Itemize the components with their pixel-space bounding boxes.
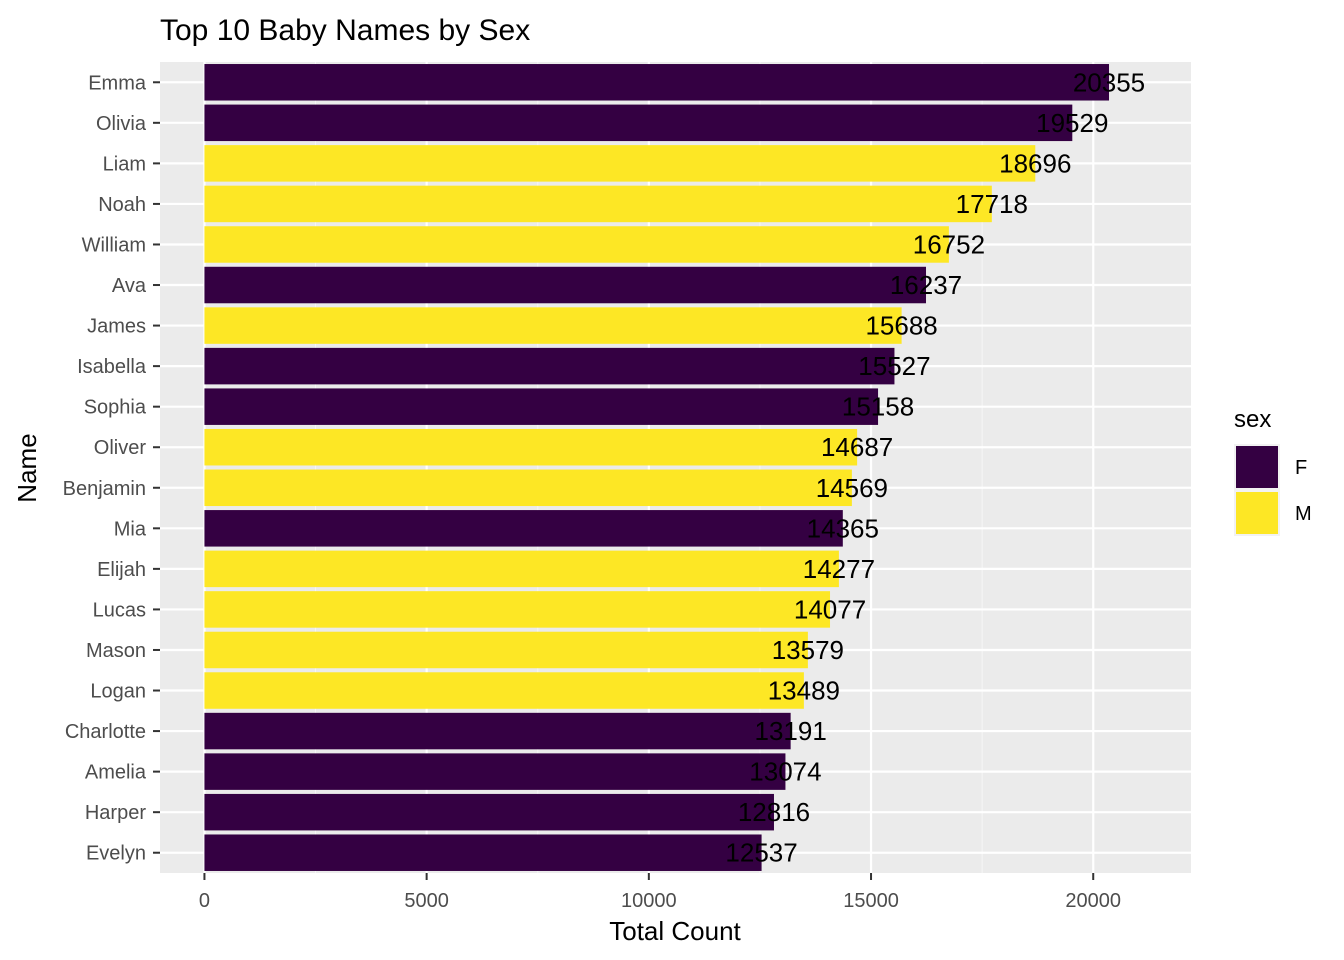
bar-james: [204, 307, 902, 344]
data-label: 14687: [821, 432, 893, 462]
x-tick-label: 10000: [621, 890, 677, 912]
y-tick-label: Evelyn: [86, 843, 146, 865]
bar-mason: [204, 631, 808, 669]
data-label: 16752: [913, 229, 985, 259]
y-tick-label: Benjamin: [63, 478, 146, 500]
y-tick-label: Elijah: [97, 559, 146, 581]
bar-benjamin: [204, 469, 852, 507]
data-label: 13489: [768, 676, 840, 706]
y-tick-label: Amelia: [85, 762, 147, 784]
data-label: 17718: [956, 189, 1028, 219]
bar-isabella: [204, 347, 895, 385]
data-label: 13579: [772, 635, 844, 665]
data-labels: 20355 19529 18696 17718 16752 16237 15688 15527…: [725, 67, 1145, 867]
data-label: 15158: [842, 392, 914, 422]
y-tick-label: Charlotte: [65, 721, 146, 743]
x-tick-label: 20000: [1065, 890, 1121, 912]
y-axis-title: Name: [12, 433, 42, 502]
data-label: 19529: [1036, 108, 1108, 138]
data-label: 13074: [749, 757, 821, 787]
y-tick-label: Liam: [103, 153, 146, 175]
legend-label: F: [1295, 457, 1307, 479]
bar-elijah: [204, 550, 839, 588]
y-tick-label: Logan: [90, 681, 146, 703]
bar-charlotte: [204, 712, 791, 750]
data-label: 16237: [890, 270, 962, 300]
bar-william: [204, 226, 949, 263]
data-label: 15688: [865, 311, 937, 341]
bar-amelia: [204, 753, 786, 790]
bars: [204, 64, 1110, 871]
x-tick-label: 5000: [404, 890, 449, 912]
x-tick-label: 0: [199, 890, 210, 912]
legend-swatch-m: [1236, 492, 1278, 534]
y-tick-label: Harper: [85, 802, 146, 824]
bar-olivia: [204, 104, 1073, 142]
y-tick-label: Noah: [98, 194, 146, 216]
data-label: 13191: [754, 716, 826, 746]
bar-evelyn: [204, 834, 762, 871]
y-tick-label: Isabella: [77, 356, 147, 378]
y-tick-label: Sophia: [84, 397, 147, 419]
bar-noah: [204, 185, 992, 223]
data-label: 20355: [1073, 67, 1145, 97]
data-label: 14365: [807, 513, 879, 543]
bar-logan: [204, 672, 804, 709]
data-label: 12537: [725, 838, 797, 868]
y-tick-label: Oliver: [94, 437, 147, 459]
bar-lucas: [204, 591, 831, 628]
data-label: 14077: [794, 594, 866, 624]
y-axis: Emma Olivia Liam Noah William Ava James Isabell…: [63, 72, 160, 865]
bar-sophia: [204, 388, 879, 425]
chart-title: Top 10 Baby Names by Sex: [160, 14, 530, 47]
legend: sex F M: [1234, 406, 1312, 536]
data-label: 12816: [738, 797, 810, 827]
y-tick-label: Emma: [88, 72, 147, 94]
bar-ava: [204, 266, 927, 304]
y-tick-label: William: [82, 234, 146, 256]
y-tick-label: Ava: [112, 275, 147, 297]
legend-title: sex: [1234, 406, 1271, 433]
data-label: 18696: [999, 148, 1071, 178]
x-tick-label: 15000: [843, 890, 899, 912]
bar-emma: [204, 64, 1110, 101]
x-axis: 0 5000 10000 15000 20000: [199, 873, 1121, 912]
y-tick-label: Lucas: [93, 599, 146, 621]
bar-harper: [204, 793, 774, 831]
legend-label: M: [1295, 503, 1312, 525]
y-tick-label: Mia: [114, 518, 147, 540]
data-label: 14277: [803, 554, 875, 584]
plot-panel: [160, 62, 1191, 873]
data-label: 14569: [816, 473, 888, 503]
bar-liam: [204, 145, 1036, 182]
y-tick-label: James: [87, 316, 146, 338]
bar-oliver: [204, 428, 858, 466]
y-tick-label: Olivia: [96, 113, 147, 135]
bar-mia: [204, 510, 843, 547]
legend-swatch-f: [1236, 446, 1278, 488]
x-axis-title: Total Count: [609, 916, 741, 946]
data-label: 15527: [858, 351, 930, 381]
y-tick-label: Mason: [86, 640, 146, 662]
